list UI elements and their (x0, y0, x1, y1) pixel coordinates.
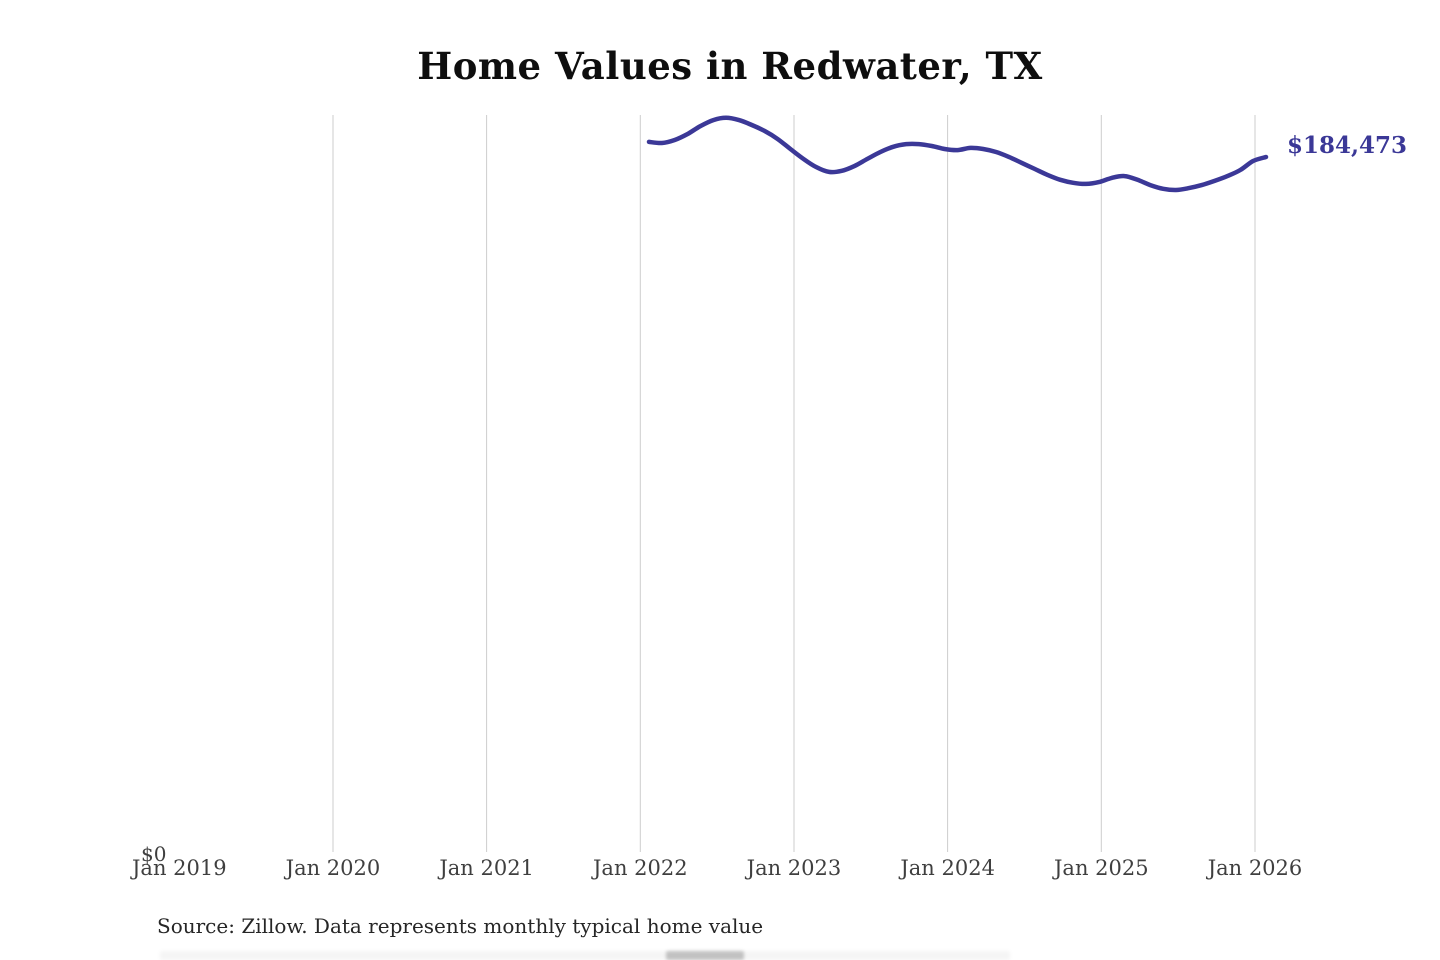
gridlines (332, 115, 1256, 852)
x-tick-label: Jan 2020 (285, 856, 381, 880)
x-tick-label: Jan 2025 (1054, 856, 1149, 880)
x-tick-label: Jan 2023 (746, 856, 842, 880)
x-tick-label: Jan 2022 (593, 856, 688, 880)
x-tick-label: Jan 2026 (1207, 856, 1303, 880)
cropped-text-artifact (666, 951, 744, 960)
home-value-line (646, 115, 1269, 193)
y-axis-zero-label: $0 (141, 842, 167, 866)
cropped-text-artifact (160, 951, 1010, 960)
chart-title: Home Values in Redwater, TX (417, 44, 1043, 88)
x-tick-label: Jan 2024 (900, 856, 995, 880)
x-tick-label: Jan 2019 (132, 856, 227, 880)
source-note: Source: Zillow. Data represents monthly … (157, 914, 764, 938)
x-tick-label: Jan 2021 (439, 856, 534, 880)
latest-value-annotation: $184,473 (1287, 132, 1408, 159)
